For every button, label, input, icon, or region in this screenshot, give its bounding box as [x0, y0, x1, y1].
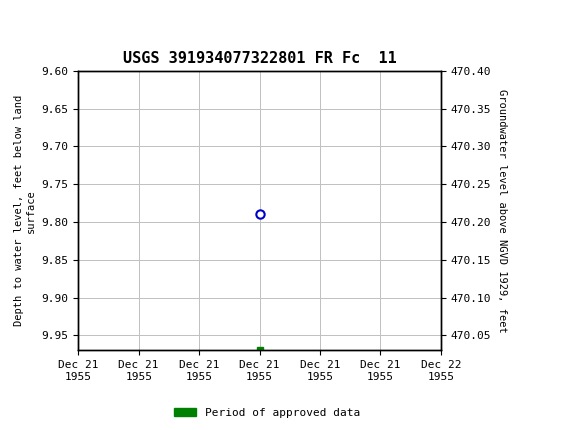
Legend: Period of approved data: Period of approved data — [169, 403, 364, 422]
Title: USGS 391934077322801 FR Fc  11: USGS 391934077322801 FR Fc 11 — [123, 51, 396, 66]
Y-axis label: Groundwater level above NGVD 1929, feet: Groundwater level above NGVD 1929, feet — [496, 89, 506, 332]
Text: USGS: USGS — [53, 15, 109, 33]
Y-axis label: Depth to water level, feet below land
surface: Depth to water level, feet below land su… — [13, 95, 36, 326]
